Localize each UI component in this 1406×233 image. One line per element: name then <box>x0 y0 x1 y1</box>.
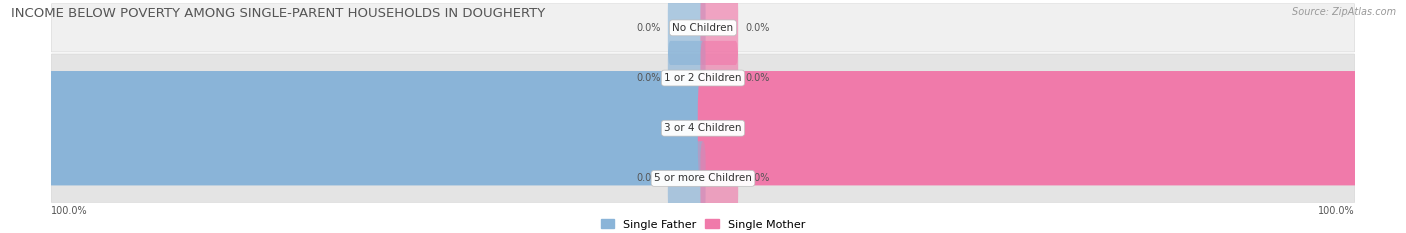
Legend: Single Father, Single Mother: Single Father, Single Mother <box>596 215 810 233</box>
FancyBboxPatch shape <box>700 0 738 65</box>
FancyBboxPatch shape <box>46 71 709 185</box>
FancyBboxPatch shape <box>697 71 1360 185</box>
FancyBboxPatch shape <box>52 104 1354 152</box>
FancyBboxPatch shape <box>700 141 738 216</box>
Text: 100.0%: 100.0% <box>52 206 89 216</box>
Text: 100.0%: 100.0% <box>1317 206 1354 216</box>
Text: 100.0%: 100.0% <box>1 123 42 133</box>
FancyBboxPatch shape <box>668 41 706 115</box>
Text: 1 or 2 Children: 1 or 2 Children <box>664 73 742 83</box>
FancyBboxPatch shape <box>52 54 1354 102</box>
Text: 0.0%: 0.0% <box>745 73 769 83</box>
FancyBboxPatch shape <box>52 4 1354 52</box>
FancyBboxPatch shape <box>668 141 706 216</box>
Text: 0.0%: 0.0% <box>745 173 769 183</box>
Text: 0.0%: 0.0% <box>637 73 661 83</box>
Text: 100.0%: 100.0% <box>1364 123 1405 133</box>
Text: 0.0%: 0.0% <box>745 23 769 33</box>
Text: INCOME BELOW POVERTY AMONG SINGLE-PARENT HOUSEHOLDS IN DOUGHERTY: INCOME BELOW POVERTY AMONG SINGLE-PARENT… <box>11 7 546 20</box>
FancyBboxPatch shape <box>700 41 738 115</box>
Text: 0.0%: 0.0% <box>637 23 661 33</box>
Text: No Children: No Children <box>672 23 734 33</box>
Text: 5 or more Children: 5 or more Children <box>654 173 752 183</box>
Text: 0.0%: 0.0% <box>637 173 661 183</box>
FancyBboxPatch shape <box>668 0 706 65</box>
FancyBboxPatch shape <box>52 154 1354 202</box>
Text: Source: ZipAtlas.com: Source: ZipAtlas.com <box>1292 7 1396 17</box>
Text: 3 or 4 Children: 3 or 4 Children <box>664 123 742 133</box>
